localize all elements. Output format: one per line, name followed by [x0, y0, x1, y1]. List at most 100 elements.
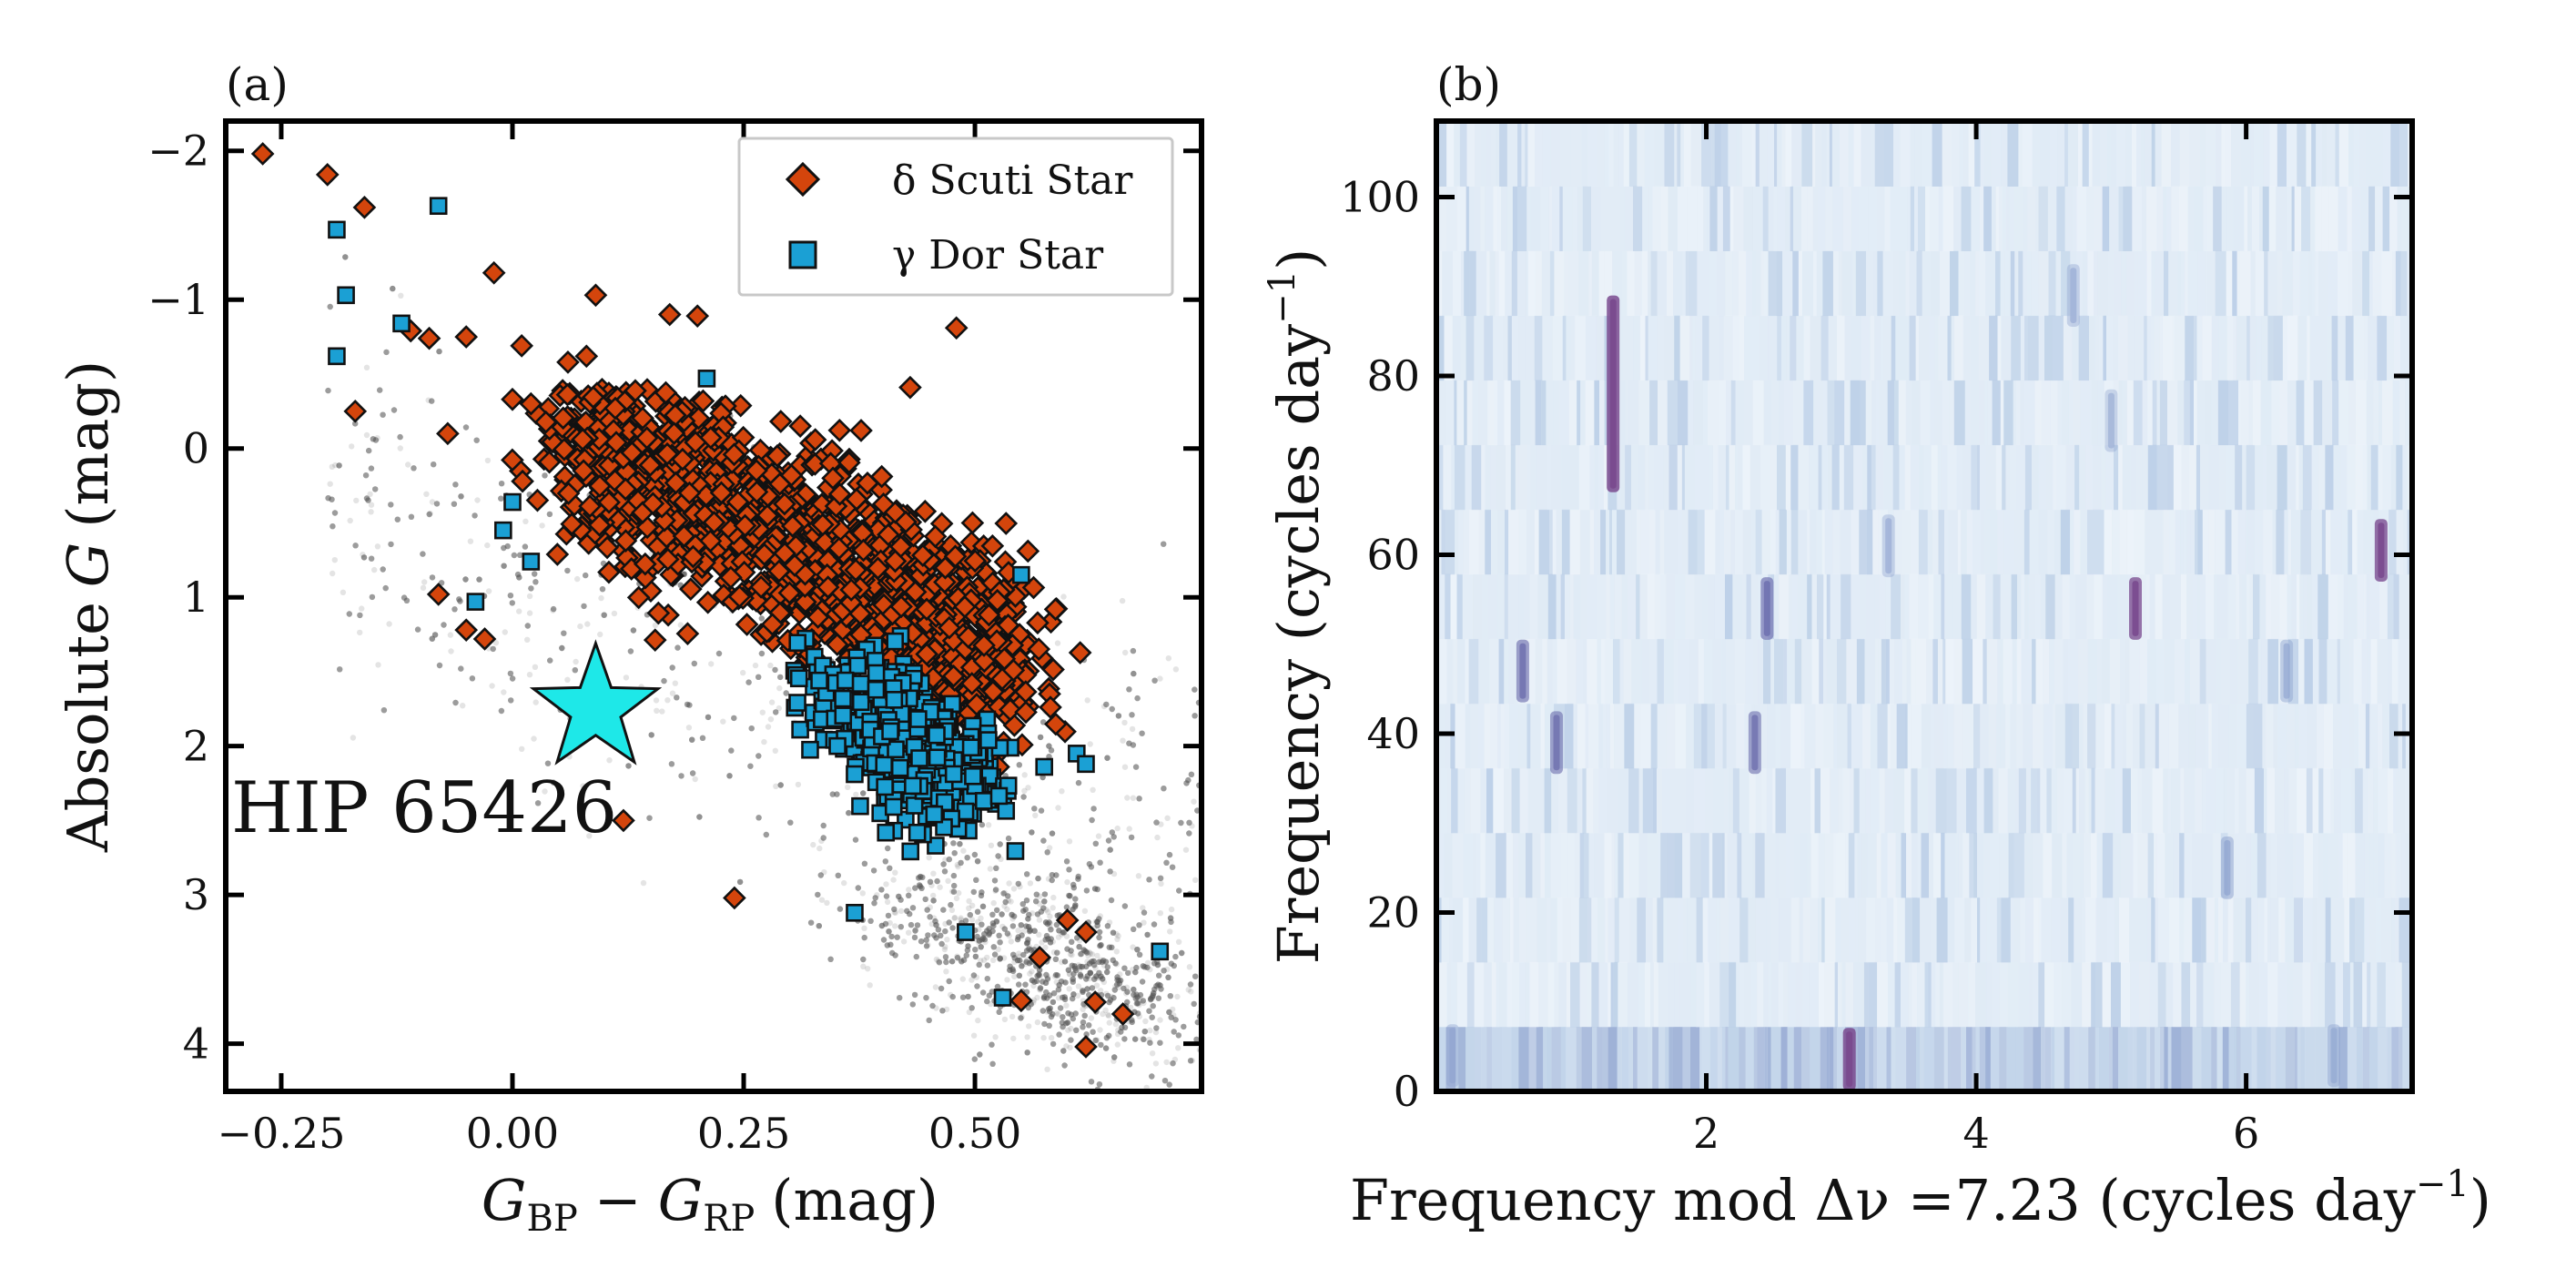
- field-star-point: [882, 858, 888, 865]
- field-star-point: [363, 495, 370, 502]
- field-star-point: [489, 683, 495, 689]
- field-star-point: [1088, 1079, 1095, 1085]
- field-star-point: [1141, 1029, 1149, 1035]
- field-star-point: [397, 433, 403, 441]
- field-star-point: [1114, 981, 1121, 988]
- field-star-point: [1188, 771, 1195, 777]
- field-star-point: [659, 708, 665, 715]
- field-star-point: [955, 864, 961, 870]
- field-star-point: [1192, 686, 1198, 693]
- field-star-point: [1169, 864, 1176, 870]
- field-star-point: [1097, 942, 1103, 949]
- field-star-point: [1086, 976, 1092, 982]
- field-star-point: [908, 921, 915, 928]
- field-star-point: [1055, 987, 1062, 993]
- field-star-point: [1148, 995, 1154, 1002]
- field-star-point: [426, 511, 432, 518]
- field-star-point: [855, 885, 861, 891]
- field-star-point: [476, 576, 482, 583]
- field-star-point: [547, 657, 553, 664]
- field-star-point: [940, 861, 947, 867]
- field-star-point: [583, 572, 589, 579]
- field-star-point: [1053, 1010, 1060, 1017]
- field-star-point: [451, 501, 458, 507]
- field-star-point: [898, 897, 904, 903]
- field-star-point: [919, 874, 926, 880]
- field-star-point: [938, 985, 945, 992]
- field-star-point: [1186, 819, 1192, 826]
- field-star-point: [678, 773, 685, 779]
- field-star-point: [1148, 996, 1154, 1003]
- field-star-point: [860, 956, 867, 963]
- field-star-point: [1040, 837, 1047, 844]
- field-star-point: [971, 1056, 979, 1062]
- field-star-point: [1055, 934, 1062, 940]
- field-star-point: [469, 675, 476, 682]
- field-star-point: [1111, 1054, 1118, 1060]
- field-star-point: [1044, 976, 1051, 982]
- field-star-point: [916, 882, 923, 888]
- field-star-point: [941, 868, 948, 875]
- field-star-point: [1035, 875, 1041, 882]
- field-star-point: [942, 920, 948, 928]
- field-star-point: [476, 576, 482, 583]
- field-star-point: [1040, 1008, 1047, 1014]
- field-star-point: [542, 472, 548, 479]
- field-star-point: [872, 895, 878, 901]
- field-star-point: [501, 563, 507, 569]
- field-star-point: [1087, 969, 1093, 976]
- field-star-point: [1126, 740, 1132, 746]
- field-star-point: [547, 657, 553, 664]
- field-star-point: [1060, 979, 1068, 985]
- field-star-point: [327, 481, 333, 487]
- field-star-point: [1165, 655, 1172, 662]
- field-star-point: [522, 543, 529, 550]
- field-star-point: [1086, 861, 1093, 867]
- field-star-point: [927, 904, 933, 910]
- field-star-point: [550, 605, 557, 613]
- field-star-point: [1072, 896, 1079, 902]
- field-star-point: [1100, 1010, 1106, 1018]
- field-star-point: [972, 947, 979, 953]
- field-star-point: [892, 909, 899, 916]
- field-star-point: [1063, 904, 1070, 910]
- field-star-point: [1041, 993, 1048, 1000]
- field-star-point: [911, 934, 918, 941]
- field-star-point: [1033, 891, 1040, 898]
- field-star-point: [949, 925, 956, 931]
- field-star-point: [1029, 977, 1036, 984]
- field-star-point: [954, 953, 960, 959]
- field-star-point: [1136, 922, 1142, 928]
- field-star-point: [1036, 967, 1043, 973]
- field-star-point: [1092, 1037, 1099, 1044]
- field-star-point: [1104, 969, 1111, 976]
- field-star-point: [906, 929, 912, 936]
- field-star-point: [1129, 1019, 1135, 1026]
- field-star-point: [561, 630, 567, 636]
- field-star-point: [1131, 926, 1137, 932]
- field-star-point: [507, 670, 514, 677]
- field-star-point: [674, 644, 681, 651]
- field-star-point: [1151, 921, 1158, 928]
- field-star-point: [922, 896, 928, 903]
- field-star-point: [1158, 986, 1164, 992]
- field-star-point: [1015, 928, 1021, 934]
- field-star-point: [896, 893, 902, 900]
- field-star-point: [1024, 871, 1030, 877]
- field-star-point: [835, 872, 841, 878]
- field-star-point: [1191, 1000, 1197, 1008]
- field-star-point: [1144, 959, 1151, 967]
- field-star-point: [827, 956, 834, 963]
- field-star-point: [331, 510, 339, 516]
- field-star-point: [327, 303, 333, 310]
- field-star-point: [912, 928, 918, 934]
- field-star-point: [950, 840, 957, 847]
- field-star-point: [1019, 901, 1027, 908]
- field-star-point: [1154, 958, 1161, 966]
- field-star-point: [397, 433, 403, 441]
- field-star-point: [1016, 762, 1023, 768]
- field-star-point: [1050, 990, 1058, 997]
- field-star-point: [816, 923, 822, 929]
- field-star-point: [1132, 969, 1139, 976]
- field-star-point: [1052, 956, 1060, 963]
